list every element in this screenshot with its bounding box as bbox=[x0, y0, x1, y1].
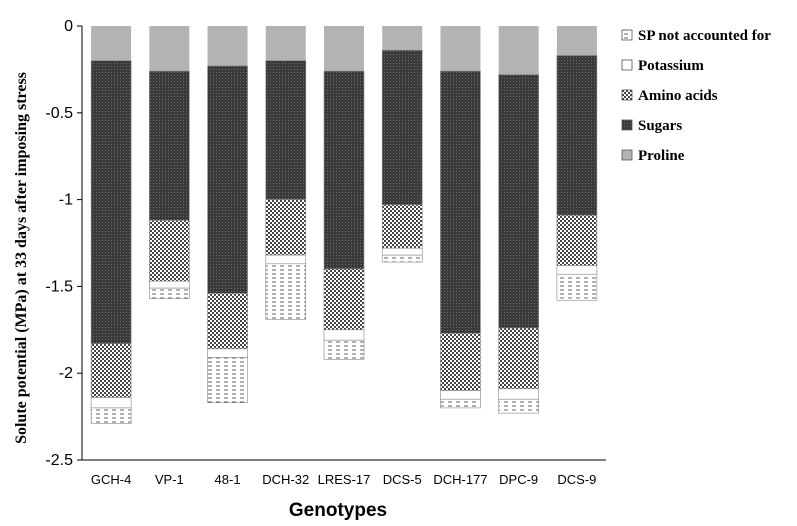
bar-segment-amino-acids bbox=[440, 332, 481, 391]
bar-segment-sugars bbox=[265, 60, 307, 200]
bar-stack bbox=[207, 26, 248, 404]
y-tick-label: -1.5 bbox=[45, 278, 73, 295]
bar-segment-amino-acids bbox=[381, 204, 423, 249]
bar-segment-sp-not-accounted-for bbox=[440, 398, 481, 409]
bar-segment-amino-acids bbox=[556, 214, 598, 266]
bar-segment-amino-acids bbox=[265, 199, 307, 256]
bar-segment-proline bbox=[149, 26, 190, 72]
y-tick-label: -2 bbox=[59, 365, 73, 382]
bar-segment-proline bbox=[265, 26, 306, 61]
bar-segment-potassium bbox=[90, 397, 132, 409]
x-tick-label: DCS-9 bbox=[557, 472, 596, 487]
bar-segment-potassium bbox=[323, 329, 365, 341]
x-axis: GCH-4 VP-1 48-1 DCH-32 LRES-17 DCS-5 DCH-177 DP… bbox=[82, 459, 606, 487]
x-axis-label: Genotypes bbox=[289, 500, 387, 521]
bar-segment-amino-acids bbox=[498, 327, 539, 390]
bar-stack bbox=[149, 26, 190, 299]
bar-segment-sugars bbox=[149, 70, 190, 221]
bar-segment-sp-not-accounted-for bbox=[149, 287, 190, 299]
bar-segment-potassium bbox=[207, 348, 248, 358]
bar-segment-sp-not-accounted-for bbox=[498, 398, 539, 414]
bar-segment-sugars bbox=[498, 74, 539, 329]
legend: SP not accounted for Potassium Amino acids… bbox=[621, 28, 771, 164]
bar-segment-amino-acids bbox=[149, 220, 190, 282]
bar-segment-sugars bbox=[90, 60, 132, 344]
bar-segment-proline bbox=[91, 26, 132, 61]
bar-segment-potassium bbox=[556, 265, 598, 275]
bar-segment-proline bbox=[382, 26, 423, 51]
bar-stack bbox=[90, 26, 132, 424]
legend-label: Amino acids bbox=[638, 88, 718, 104]
bar-stack bbox=[265, 26, 307, 320]
x-tick-label: DPC-9 bbox=[499, 472, 538, 487]
legend-swatch bbox=[621, 149, 633, 161]
y-tick-label: 0 bbox=[64, 18, 73, 35]
bar-segment-proline bbox=[556, 26, 597, 56]
bar-segment-potassium bbox=[381, 247, 423, 256]
bar-segment-potassium bbox=[440, 390, 481, 400]
bar-segment-proline bbox=[207, 26, 248, 66]
legend-swatch bbox=[621, 29, 633, 41]
bar-segment-sp-not-accounted-for bbox=[207, 357, 248, 404]
bar-stack bbox=[381, 26, 423, 263]
bar-stack bbox=[556, 26, 598, 301]
bars bbox=[90, 26, 598, 424]
bar-stack bbox=[498, 26, 539, 414]
x-tick-label: DCH-177 bbox=[433, 472, 487, 487]
y-tick-label: -1 bbox=[59, 192, 73, 209]
y-axis-label: Solute potential (MPa) at 33 days after … bbox=[13, 72, 30, 444]
bar-segment-potassium bbox=[265, 254, 307, 265]
y-tick-label: -2.5 bbox=[45, 452, 73, 469]
bar-segment-sugars bbox=[323, 70, 365, 270]
bar-segment-proline bbox=[498, 26, 539, 75]
y-axis: 0 -0.5 -1 -1.5 -2 -2.5 bbox=[45, 18, 83, 469]
bar-segment-sp-not-accounted-for bbox=[323, 339, 365, 360]
bar-segment-proline bbox=[440, 26, 481, 72]
x-tick-label: DCH-32 bbox=[262, 472, 309, 487]
bar-segment-sugars bbox=[381, 50, 423, 206]
legend-label: Proline bbox=[638, 148, 685, 164]
legend-label: Potassium bbox=[638, 58, 704, 74]
x-tick-label: 48-1 bbox=[215, 472, 241, 487]
x-tick-label: DCS-5 bbox=[383, 472, 422, 487]
legend-swatch bbox=[621, 59, 633, 71]
bar-segment-sugars bbox=[207, 65, 248, 294]
legend-label: SP not accounted for bbox=[638, 28, 771, 44]
legend-label: Sugars bbox=[638, 118, 682, 134]
bar-segment-amino-acids bbox=[90, 343, 132, 398]
x-tick-label: LRES-17 bbox=[318, 472, 371, 487]
bar-segment-sugars bbox=[440, 70, 481, 334]
bar-stack bbox=[440, 26, 481, 409]
x-tick-label: GCH-4 bbox=[91, 472, 131, 487]
legend-swatch bbox=[621, 89, 633, 101]
bar-segment-sp-not-accounted-for bbox=[381, 254, 423, 263]
bar-segment-sp-not-accounted-for bbox=[556, 273, 598, 301]
bar-segment-sp-not-accounted-for bbox=[90, 407, 132, 424]
bar-segment-amino-acids bbox=[323, 268, 365, 331]
bar-segment-potassium bbox=[498, 388, 539, 400]
legend-swatch bbox=[621, 119, 633, 131]
bar-segment-sugars bbox=[556, 55, 598, 216]
bar-stack bbox=[323, 26, 365, 360]
bar-segment-proline bbox=[324, 26, 364, 72]
y-tick-label: -0.5 bbox=[45, 105, 73, 122]
bar-segment-sp-not-accounted-for bbox=[265, 263, 307, 320]
bar-segment-potassium bbox=[149, 280, 190, 289]
x-tick-label: VP-1 bbox=[155, 472, 184, 487]
bar-segment-amino-acids bbox=[207, 293, 248, 350]
